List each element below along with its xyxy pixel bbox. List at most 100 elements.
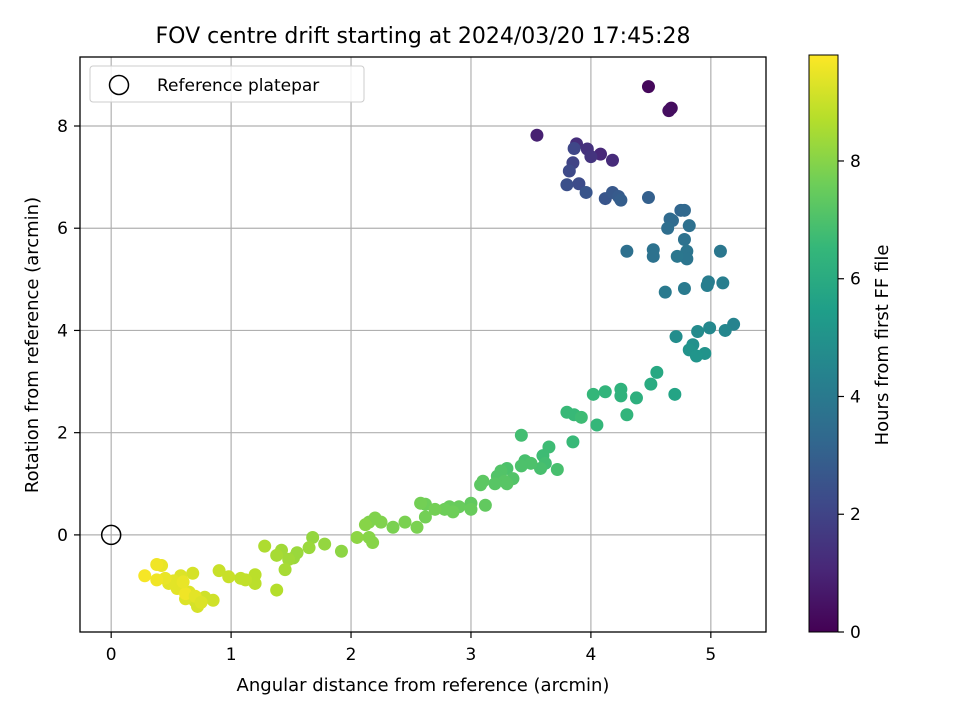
data-point [700, 278, 714, 292]
data-point [186, 566, 200, 580]
x-tick-label: 2 [346, 645, 357, 665]
y-tick-label: 4 [57, 321, 68, 341]
data-point [716, 276, 730, 290]
data-point [670, 249, 684, 263]
data-point [302, 541, 316, 555]
y-tick-label: 2 [57, 424, 68, 444]
x-tick-label: 4 [585, 645, 596, 665]
data-point [641, 191, 655, 205]
data-point [234, 571, 248, 585]
reference-point-marker [100, 524, 122, 546]
data-point [278, 563, 292, 577]
legend-entry: Reference platepar [157, 76, 319, 96]
data-point [194, 595, 208, 609]
colorbar-label: Hours from first FF file [872, 245, 893, 446]
data-point [530, 128, 544, 142]
data-point [579, 185, 593, 199]
data-point [689, 349, 703, 363]
data-point [428, 502, 442, 516]
data-point [464, 502, 478, 516]
data-point [614, 389, 628, 403]
data-point [620, 244, 634, 258]
x-tick-label: 3 [466, 645, 477, 665]
x-tick-label: 5 [705, 645, 716, 665]
data-point [644, 377, 658, 391]
data-point [562, 164, 576, 178]
chart-title: FOV centre drift starting at 2024/03/20 … [156, 24, 691, 49]
data-point [212, 564, 226, 578]
colorbar-tick-label: 0 [850, 623, 861, 643]
data-point [605, 153, 619, 167]
y-axis-label: Rotation from reference (arcmin) [22, 197, 43, 493]
data-point [677, 232, 691, 246]
data-point [542, 440, 556, 454]
data-point [398, 515, 412, 529]
data-point [629, 391, 643, 405]
data-point [713, 244, 727, 258]
data-point [614, 193, 628, 207]
data-point [514, 459, 528, 473]
data-point [282, 552, 296, 566]
legend-marker [108, 74, 130, 96]
data-point [418, 510, 432, 524]
data-point [474, 478, 488, 492]
data-point [668, 387, 682, 401]
data-point [691, 324, 705, 338]
grid-lines [80, 57, 766, 632]
x-axis-label: Angular distance from reference (arcmin) [237, 675, 610, 696]
data-point [358, 518, 372, 532]
data-point [258, 539, 272, 553]
data-point [566, 435, 580, 449]
data-point [446, 505, 460, 519]
data-point [641, 80, 655, 94]
data-point [661, 221, 675, 235]
data-point [306, 530, 320, 544]
legend-box [89, 65, 365, 103]
y-tick-label: 0 [57, 526, 68, 546]
data-point [534, 461, 548, 475]
data-point [150, 573, 164, 587]
colorbar-ticks: 0 2 4 6 8 [838, 152, 861, 643]
data-point [620, 408, 634, 422]
data-point [176, 575, 190, 589]
legend: Reference platepar [89, 65, 365, 103]
scatter-points [138, 80, 741, 613]
data-point [646, 249, 660, 263]
data-point [677, 282, 691, 296]
data-point [560, 178, 574, 192]
y-tick-label: 6 [57, 219, 68, 239]
colorbar-tick-label: 8 [850, 152, 861, 172]
data-point [270, 548, 284, 562]
data-point [682, 219, 696, 233]
data-point [574, 410, 588, 424]
data-point [590, 418, 604, 432]
data-point [586, 387, 600, 401]
data-point [677, 203, 691, 217]
data-point [598, 385, 612, 399]
data-point [366, 536, 380, 550]
data-point [386, 520, 400, 534]
data-point [703, 321, 717, 335]
data-point [669, 330, 683, 344]
data-point [350, 530, 364, 544]
y-axis-ticks: 0 2 4 6 8 [57, 117, 80, 546]
data-point [500, 477, 514, 491]
data-point [414, 496, 428, 510]
data-point [658, 285, 672, 299]
data-point [514, 428, 528, 442]
data-point [318, 537, 332, 551]
data-point [138, 569, 152, 583]
colorbar-tick-label: 6 [850, 270, 861, 290]
data-point [478, 498, 492, 512]
x-tick-label: 0 [106, 645, 117, 665]
data-point [572, 177, 586, 191]
data-point [410, 520, 424, 534]
colorbar-tick-label: 2 [850, 505, 861, 525]
data-point [334, 544, 348, 558]
plot-frame [79, 56, 767, 633]
data-point [584, 150, 598, 164]
data-point [662, 104, 676, 118]
data-point [550, 462, 564, 476]
data-point [222, 570, 236, 584]
